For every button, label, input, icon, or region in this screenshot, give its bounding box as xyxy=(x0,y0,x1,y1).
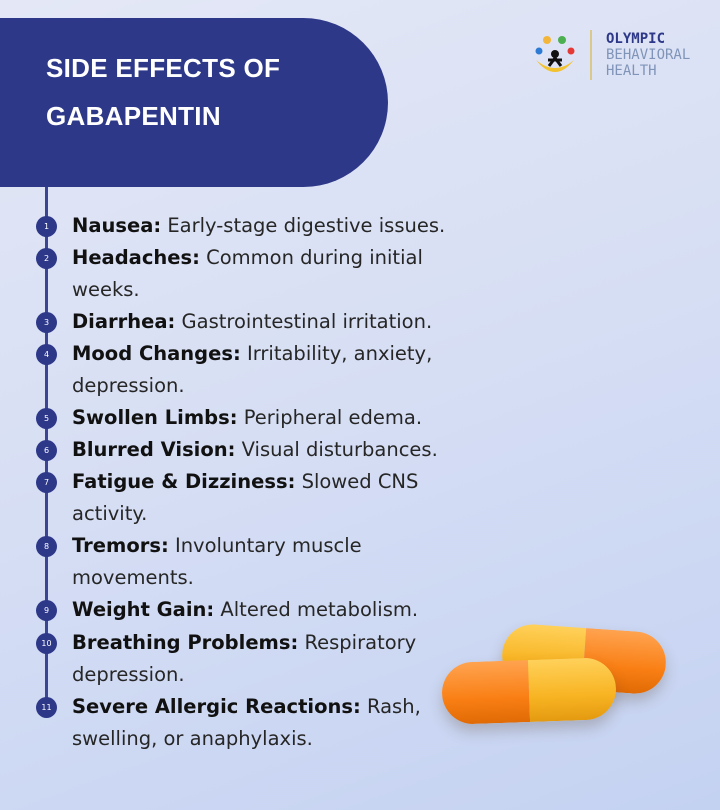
item-number-badge: 10 xyxy=(36,633,57,654)
item-number-badge: 6 xyxy=(36,440,57,461)
item-term: Severe Allergic Reactions: xyxy=(72,695,361,718)
item-number-badge: 1 xyxy=(36,216,57,237)
list-item: Blurred Vision: Visual disturbances. xyxy=(72,434,452,466)
title-banner xyxy=(0,18,388,187)
item-term: Swollen Limbs: xyxy=(72,406,238,429)
list-item: Nausea: Early-stage digestive issues. xyxy=(72,210,452,242)
item-number-badge: 9 xyxy=(36,600,57,621)
list-item: Tremors: Involuntary muscle movements. xyxy=(72,530,452,594)
list-item: Mood Changes: Irritability, anxiety, dep… xyxy=(72,338,452,402)
item-number-badge: 2 xyxy=(36,248,57,269)
list-item: Weight Gain: Altered metabolism. xyxy=(72,594,452,626)
item-description: Common during initial weeks. xyxy=(72,246,423,301)
item-term: Fatigue & Dizziness: xyxy=(72,470,296,493)
item-description: Irritability, anxiety, depression. xyxy=(72,342,433,397)
list-item: Swollen Limbs: Peripheral edema. xyxy=(72,402,452,434)
item-description: Involuntary muscle movements. xyxy=(72,534,362,589)
item-description: Peripheral edema. xyxy=(237,406,423,429)
list-item: Fatigue & Dizziness: Slowed CNS activity… xyxy=(72,466,452,530)
item-term: Mood Changes: xyxy=(72,342,241,365)
item-number-badge: 4 xyxy=(36,344,57,365)
item-number-badge: 11 xyxy=(36,697,57,718)
item-term: Headaches: xyxy=(72,246,200,269)
item-description: Visual disturbances. xyxy=(235,438,438,461)
capsule-front xyxy=(440,656,618,726)
item-term: Weight Gain: xyxy=(72,598,215,621)
list-item: Diarrhea: Gastrointestinal irritation. xyxy=(72,306,452,338)
item-term: Blurred Vision: xyxy=(72,438,236,461)
item-description: Rash, swelling, or anaphylaxis. xyxy=(72,695,421,750)
item-description: Altered metabolism. xyxy=(214,598,419,621)
logo: OLYMPIC BEHAVIORAL HEALTH xyxy=(532,30,690,80)
item-number-badge: 8 xyxy=(36,536,57,557)
item-term: Breathing Problems: xyxy=(72,631,299,654)
item-description: Respiratory depression. xyxy=(72,631,417,686)
item-term: Nausea: xyxy=(72,214,162,237)
item-number-badge: 5 xyxy=(36,408,57,429)
item-number-badge: 3 xyxy=(36,312,57,333)
logo-people-icon xyxy=(532,32,578,78)
item-description: Gastrointestinal irritation. xyxy=(175,310,433,333)
logo-divider xyxy=(590,30,592,80)
page-title: SIDE EFFECTS OF GABAPENTIN xyxy=(46,53,281,131)
list-item: Severe Allergic Reactions: Rash, swellin… xyxy=(72,691,452,755)
item-term: Diarrhea: xyxy=(72,310,176,333)
item-description: Early-stage digestive issues. xyxy=(161,214,446,237)
item-number-badge: 7 xyxy=(36,472,57,493)
item-description: Slowed CNS activity. xyxy=(72,470,419,525)
list-item: Breathing Problems: Respiratory depressi… xyxy=(72,627,452,691)
list-item: Headaches: Common during initial weeks. xyxy=(72,242,452,306)
item-term: Tremors: xyxy=(72,534,169,557)
